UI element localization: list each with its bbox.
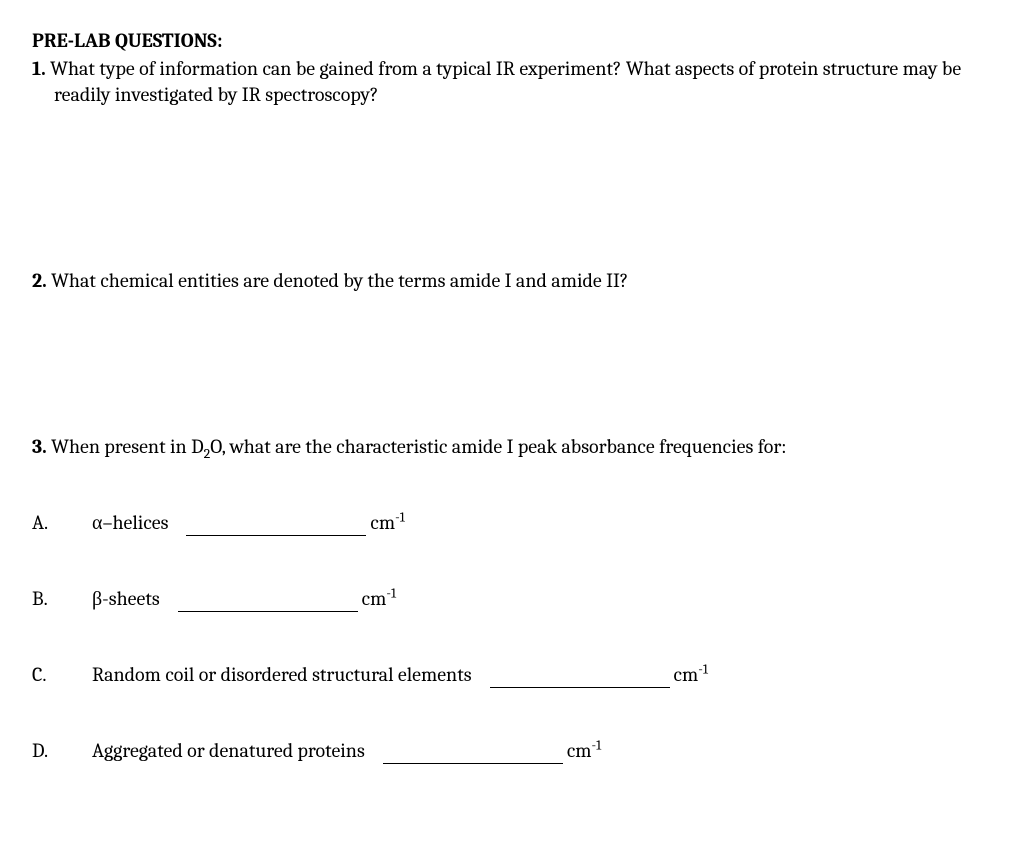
q2-number: 2. <box>32 269 47 292</box>
unit-a: cm-1 <box>370 510 404 536</box>
sub-item-a: A. α–helices cm-1 <box>32 510 1008 536</box>
unit-c: cm-1 <box>674 662 708 688</box>
question-1: 1. What type of information can be gaine… <box>32 56 1008 108</box>
unit-d: cm-1 <box>567 738 601 764</box>
q3-text-post: O, what are the characteristic amide I p… <box>210 435 786 458</box>
q2-text: What chemical entities are denoted by th… <box>51 269 628 292</box>
blank-d[interactable] <box>383 743 563 764</box>
sub-item-d: D. Aggregated or denatured proteins cm-1 <box>32 738 1008 764</box>
unit-b: cm-1 <box>362 586 396 612</box>
blank-a[interactable] <box>186 515 366 536</box>
blank-b[interactable] <box>178 591 358 612</box>
sub-item-b: B. β-sheets cm-1 <box>32 586 1008 612</box>
question-2: 2. What chemical entities are denoted by… <box>32 268 1008 294</box>
sub-letter-b: B. <box>32 586 92 612</box>
sub-label-a: α–helices <box>92 510 168 536</box>
section-title: PRE-LAB QUESTIONS: <box>32 28 1008 54</box>
sub-letter-a: A. <box>32 510 92 536</box>
question-3: 3. When present in D2O, what are the cha… <box>32 434 1008 460</box>
blank-c[interactable] <box>490 667 670 688</box>
sub-label-b: β-sheets <box>92 586 160 612</box>
sub-label-c: Random coil or disordered structural ele… <box>92 662 472 688</box>
q1-text: What type of information can be gained f… <box>50 57 961 106</box>
sub-letter-c: C. <box>32 662 92 688</box>
sub-letter-d: D. <box>32 738 92 764</box>
q3-text-pre: When present in D <box>51 435 203 458</box>
q3-number: 3. <box>32 435 47 458</box>
q1-number: 1. <box>32 57 46 80</box>
sub-item-c: C. Random coil or disordered structural … <box>32 662 1008 688</box>
sub-label-d: Aggregated or denatured proteins <box>92 738 365 764</box>
